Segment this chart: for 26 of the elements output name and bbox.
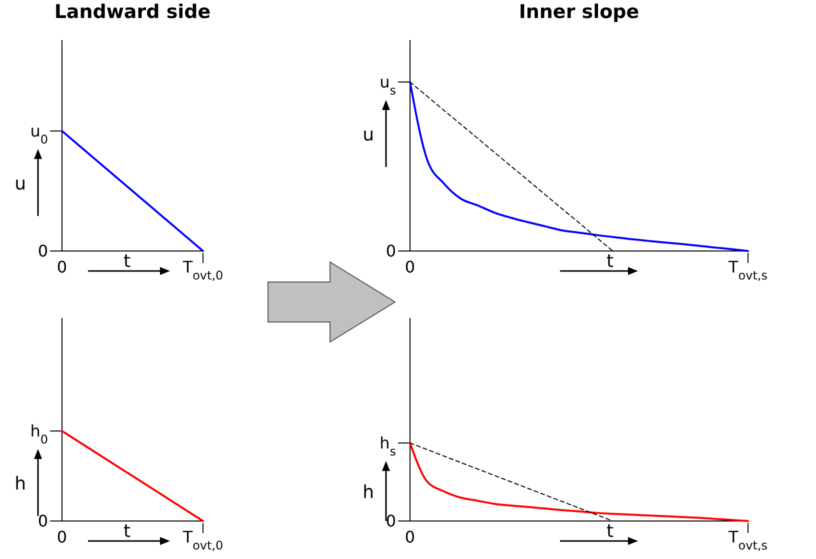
x-tick-label: 0 [404,527,416,546]
text: 0 [386,512,396,531]
y-axis-title: u [362,124,374,146]
y-axis-title: u [14,174,26,194]
x-axis-title: t [606,521,614,542]
x-tick-label: 0 [404,257,416,276]
y-axis-title: h [362,482,374,503]
annotation: h$_{0}$ [30,422,48,447]
text: h$_{s}$ [380,434,396,459]
y-axis-title: h [14,474,26,494]
x-axis-title: t [123,521,131,542]
x-tick-label: T$_{ovt,s}$ [728,257,768,282]
annotation: u$_{0}$ [30,122,48,147]
chart-title: Landward side [54,1,211,23]
x-axis-title: t [606,251,614,272]
x-tick-label: T$_{ovt,0}$ [182,257,224,282]
x-tick-label: 0 [56,257,68,276]
x-tick-label: T$_{ovt,s}$ [728,527,768,552]
annotation: 0 [38,242,48,261]
annotation: 0 [38,512,48,531]
text: u$_{s}$ [380,72,396,98]
chart-title: Inner slope [518,1,640,23]
x-axis-title: t [123,251,131,272]
text: 0 [386,242,396,261]
x-tick-label: T$_{ovt,0}$ [182,527,224,552]
x-tick-label: 0 [56,527,68,546]
